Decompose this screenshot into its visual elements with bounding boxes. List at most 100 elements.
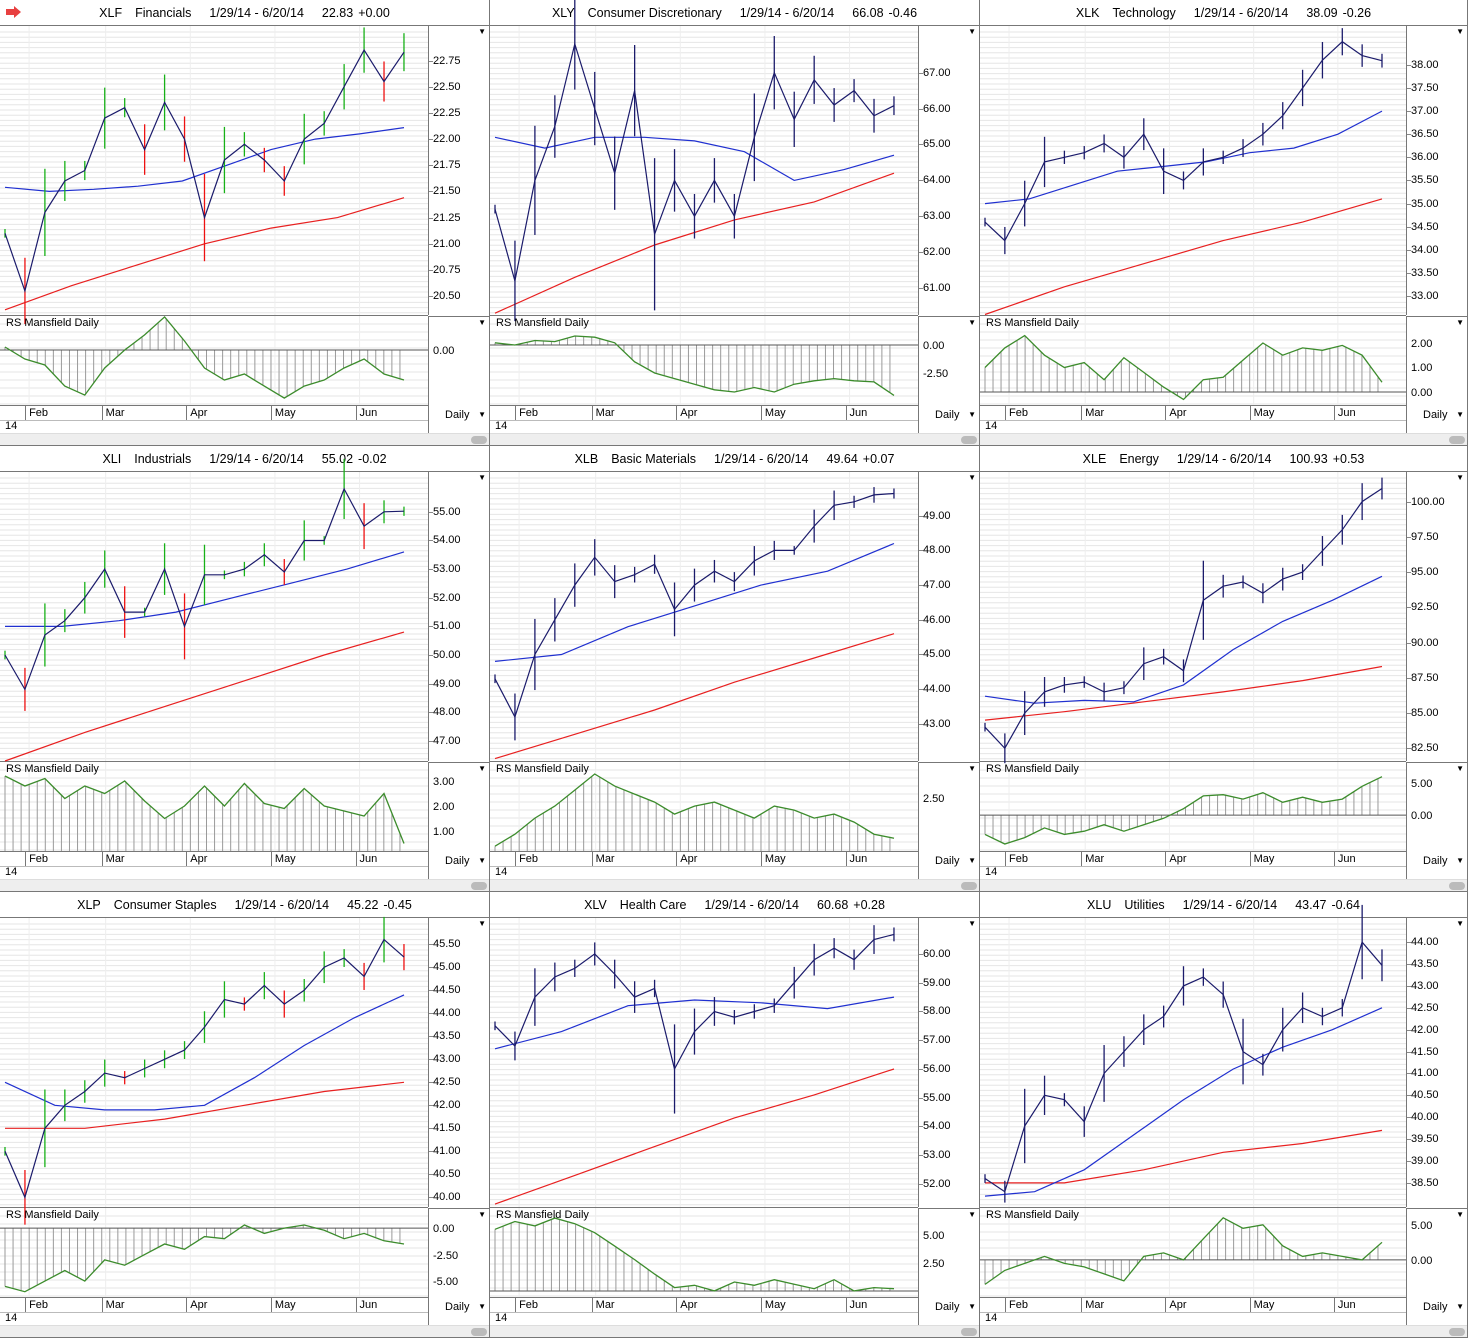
period-selector[interactable]: Daily: [1423, 409, 1448, 421]
price-tick-label: 38.00: [1411, 58, 1439, 71]
price-change: -0.64: [1331, 897, 1360, 912]
rs-axis: 0.00 -2.50 ▼ Daily ▼: [918, 316, 979, 435]
dropdown-arrow-icon[interactable]: ▼: [478, 764, 486, 773]
horizontal-scrollbar[interactable]: [980, 433, 1467, 445]
scrollbar-thumb[interactable]: [471, 436, 487, 444]
dropdown-arrow-icon[interactable]: ▼: [478, 1302, 486, 1311]
dropdown-arrow-icon[interactable]: ▼: [1456, 919, 1464, 928]
ma200-line: [494, 1068, 895, 1205]
horizontal-scrollbar[interactable]: [980, 1325, 1467, 1337]
axis-tick: [919, 1097, 923, 1099]
dropdown-arrow-icon[interactable]: ▼: [478, 27, 486, 36]
dropdown-arrow-icon[interactable]: ▼: [478, 856, 486, 865]
horizontal-scrollbar[interactable]: [0, 1325, 489, 1337]
period-selector[interactable]: Daily: [445, 1301, 470, 1313]
price-tick-label: 39.00: [1411, 1155, 1439, 1168]
period-selector[interactable]: Daily: [935, 409, 960, 421]
dropdown-arrow-icon[interactable]: ▼: [478, 318, 486, 327]
price-line: [4, 487, 405, 691]
sector-name: Utilities: [1124, 897, 1165, 912]
rs-indicator-label: RS Mansfield Daily: [6, 317, 99, 329]
horizontal-scrollbar[interactable]: [490, 879, 979, 891]
horizontal-scrollbar[interactable]: [0, 879, 489, 891]
scrollbar-thumb[interactable]: [961, 1328, 977, 1336]
chart-canvas: [980, 904, 1406, 1297]
scrollbar-thumb[interactable]: [1449, 436, 1465, 444]
dropdown-arrow-icon[interactable]: ▼: [968, 1302, 976, 1311]
sector-name: Health Care: [619, 897, 687, 912]
axis-tick: [1407, 1007, 1411, 1009]
axis-tick: [429, 597, 433, 599]
period-selector[interactable]: Daily: [1423, 1301, 1448, 1313]
chart-canvas: [0, 458, 428, 851]
price-tick-label: 51.00: [433, 620, 461, 633]
dropdown-arrow-icon[interactable]: ▼: [1456, 764, 1464, 773]
dropdown-arrow-icon[interactable]: ▼: [968, 856, 976, 865]
price-tick-label: 52.00: [433, 591, 461, 604]
price-axis: 67.00 66.00 65.00 64.00 63.00 62.00 61.00 ▼: [918, 26, 979, 315]
month-label: Jun: [845, 852, 867, 866]
price-line: [4, 938, 405, 1200]
dropdown-arrow-icon[interactable]: ▼: [1456, 856, 1464, 865]
price-tick-label: 63.00: [923, 210, 951, 223]
scrollbar-thumb[interactable]: [471, 1328, 487, 1336]
price-tick-label: 53.00: [433, 563, 461, 576]
axis-tick: [919, 288, 923, 290]
dropdown-arrow-icon[interactable]: ▼: [968, 473, 976, 482]
price-tick-label: 35.50: [1411, 174, 1439, 187]
dropdown-arrow-icon[interactable]: ▼: [1456, 318, 1464, 327]
dropdown-arrow-icon[interactable]: ▼: [968, 410, 976, 419]
price-tick-label: 54.00: [433, 534, 461, 547]
dropdown-arrow-icon[interactable]: ▼: [968, 764, 976, 773]
chart-canvas: [490, 0, 918, 405]
dropdown-arrow-icon[interactable]: ▼: [478, 919, 486, 928]
scrollbar-thumb[interactable]: [1449, 1328, 1465, 1336]
dropdown-arrow-icon[interactable]: ▼: [968, 919, 976, 928]
horizontal-scrollbar[interactable]: [0, 433, 489, 445]
dropdown-arrow-icon[interactable]: ▼: [968, 1210, 976, 1219]
horizontal-scrollbar[interactable]: [980, 879, 1467, 891]
period-selector[interactable]: Daily: [1423, 855, 1448, 867]
price-tick-label: 62.00: [923, 246, 951, 259]
axis-tick: [919, 1155, 923, 1157]
dropdown-arrow-icon[interactable]: ▼: [478, 410, 486, 419]
dropdown-arrow-icon[interactable]: ▼: [1456, 1302, 1464, 1311]
axis-tick: [429, 626, 433, 628]
date-axis: Feb Mar Apr May Jun: [0, 405, 428, 421]
scrollbar-thumb[interactable]: [471, 882, 487, 890]
axis-tick: [1407, 1073, 1411, 1075]
rs-axis: 0.00 -2.50 -5.00 ▼ Daily ▼: [428, 1208, 489, 1327]
horizontal-scrollbar[interactable]: [490, 1325, 979, 1337]
dropdown-arrow-icon[interactable]: ▼: [478, 1210, 486, 1219]
axis-tick: [919, 515, 923, 517]
axis-tick: [919, 144, 923, 146]
ticker-symbol: XLE: [1082, 451, 1107, 466]
scrollbar-thumb[interactable]: [961, 436, 977, 444]
axis-tick: [919, 1183, 923, 1185]
month-label: Apr: [1165, 1298, 1187, 1312]
dropdown-arrow-icon[interactable]: ▼: [968, 27, 976, 36]
dropdown-arrow-icon[interactable]: ▼: [1456, 410, 1464, 419]
chart-canvas: [0, 26, 428, 405]
price-tick-label: 60.00: [923, 947, 951, 960]
dropdown-arrow-icon[interactable]: ▼: [1456, 27, 1464, 36]
dropdown-arrow-icon[interactable]: ▼: [478, 473, 486, 482]
price-tick-label: 43.00: [923, 717, 951, 730]
period-selector[interactable]: Daily: [445, 409, 470, 421]
period-selector[interactable]: Daily: [935, 1301, 960, 1313]
axis-tick: [1407, 1095, 1411, 1097]
axis-tick: [429, 655, 433, 657]
rs-line: [984, 776, 1383, 845]
dropdown-arrow-icon[interactable]: ▼: [968, 318, 976, 327]
scrollbar-thumb[interactable]: [1449, 882, 1465, 890]
scrollbar-thumb[interactable]: [961, 882, 977, 890]
price-tick-label: 57.00: [923, 1034, 951, 1047]
date-axis: Feb Mar Apr May Jun: [980, 405, 1406, 421]
dropdown-arrow-icon[interactable]: ▼: [1456, 1210, 1464, 1219]
period-selector[interactable]: Daily: [445, 855, 470, 867]
dropdown-arrow-icon[interactable]: ▼: [1456, 473, 1464, 482]
price-tick-label: 46.00: [923, 613, 951, 626]
horizontal-scrollbar[interactable]: [490, 433, 979, 445]
period-selector[interactable]: Daily: [935, 855, 960, 867]
price-change: -0.46: [888, 5, 918, 20]
